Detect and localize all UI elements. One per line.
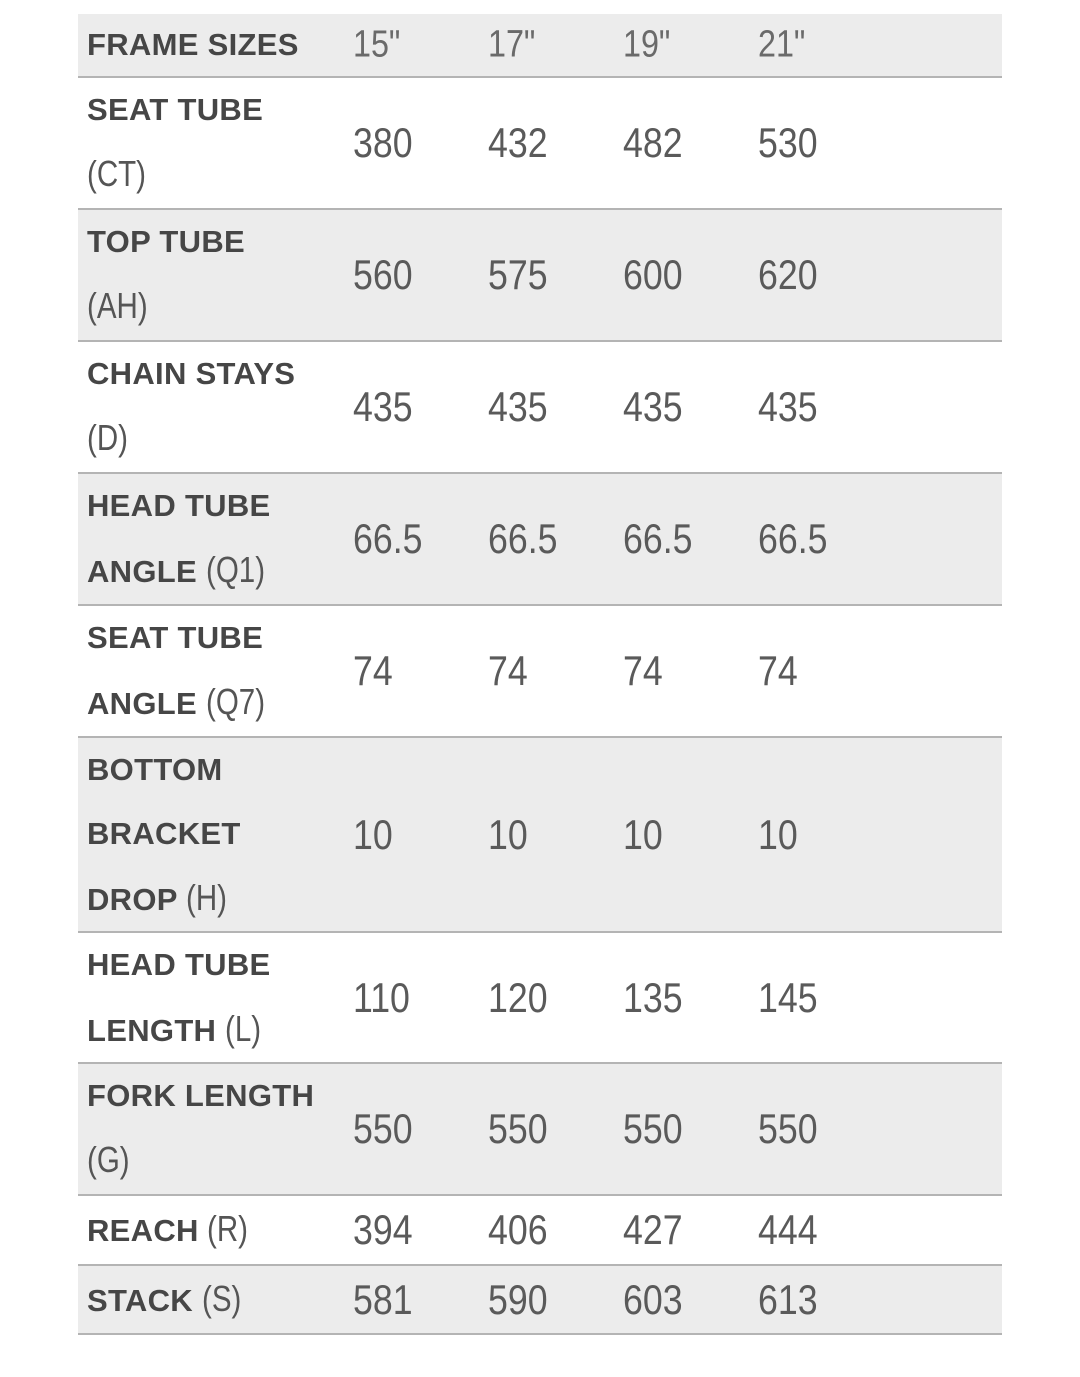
cell-value: 10 <box>488 810 528 858</box>
cell-value: 435 <box>623 383 683 430</box>
header-label-text: FRAME SIZES <box>87 27 299 62</box>
cell-value: 427 <box>623 1206 683 1253</box>
cell-value: 74 <box>353 647 393 694</box>
row-name: BOTTOM BRACKET DROP <box>87 751 241 917</box>
cell-value: 66.5 <box>488 515 558 562</box>
row-code: (R) <box>207 1208 249 1249</box>
row-code: (H) <box>186 876 228 918</box>
cell-value: 394 <box>353 1206 413 1253</box>
cell-value: 66.5 <box>623 515 693 562</box>
row-code: (D) <box>87 417 128 458</box>
row-code: (Q7) <box>205 681 265 722</box>
size-17: 17" <box>488 23 536 66</box>
cell-value: 10 <box>623 810 663 858</box>
header-label: FRAME SIZES <box>87 13 357 77</box>
row-code: (G) <box>87 1139 130 1180</box>
row-name: REACH <box>87 1213 199 1248</box>
cell-value: 435 <box>758 383 818 430</box>
row-label: FORK LENGTH (G) <box>87 1064 357 1194</box>
cell-value: 600 <box>623 251 683 298</box>
row-name: SEAT TUBE ANGLE <box>87 620 264 721</box>
cell-value: 110 <box>353 973 410 1021</box>
cell-value: 66.5 <box>758 515 828 562</box>
row-name: TOP TUBE <box>87 224 246 259</box>
cell-value: 74 <box>758 647 798 694</box>
cell-value: 575 <box>488 251 548 298</box>
size-15: 15" <box>353 23 401 66</box>
frame-geometry-table: FRAME SIZES 15" 17" 19" 21" SEAT TUBE (CT… <box>78 14 1002 1335</box>
cell-value: 590 <box>488 1275 548 1323</box>
cell-value: 620 <box>758 251 818 298</box>
cell-value: 550 <box>353 1105 413 1152</box>
cell-value: 66.5 <box>353 515 423 562</box>
table-row: FORK LENGTH (G) 550 550 550 550 <box>78 1064 1002 1196</box>
row-code: (S) <box>201 1277 241 1319</box>
cell-value: 135 <box>623 973 683 1021</box>
cell-value: 603 <box>623 1275 683 1323</box>
cell-value: 444 <box>758 1206 818 1253</box>
row-label: STACK (S) <box>87 1267 357 1333</box>
row-label: SEAT TUBE (CT) <box>87 78 357 208</box>
row-code: (Q1) <box>205 549 265 590</box>
table-row: SEAT TUBE (CT) 380 432 482 530 <box>78 78 1002 210</box>
row-code: (AH) <box>87 285 148 326</box>
cell-value: 10 <box>353 810 393 858</box>
cell-value: 613 <box>758 1275 818 1323</box>
cell-value: 380 <box>353 119 413 166</box>
table-row: CHAIN STAYS (D) 435 435 435 435 <box>78 342 1002 474</box>
cell-value: 406 <box>488 1206 548 1253</box>
table-row: SEAT TUBE ANGLE (Q7) 74 74 74 74 <box>78 606 1002 738</box>
cell-value: 74 <box>488 647 528 694</box>
table-row: TOP TUBE (AH) 560 575 600 620 <box>78 210 1002 342</box>
cell-value: 550 <box>488 1105 548 1152</box>
cell-value: 120 <box>488 973 548 1021</box>
row-name: STACK <box>87 1282 193 1318</box>
row-label: HEAD TUBE LENGTH (L) <box>87 933 357 1063</box>
table-header-row: FRAME SIZES 15" 17" 19" 21" <box>78 14 1002 78</box>
cell-value: 435 <box>353 383 413 430</box>
row-code: (CT) <box>87 153 147 194</box>
cell-value: 435 <box>488 383 548 430</box>
row-code: (L) <box>224 1007 261 1049</box>
cell-value: 482 <box>623 119 683 166</box>
cell-value: 560 <box>353 251 413 298</box>
row-label: BOTTOM BRACKET DROP (H) <box>87 738 357 932</box>
size-21: 21" <box>758 23 806 66</box>
cell-value: 550 <box>623 1105 683 1152</box>
size-19: 19" <box>623 23 671 66</box>
row-label: CHAIN STAYS (D) <box>87 342 357 472</box>
cell-value: 432 <box>488 119 548 166</box>
table-row: HEAD TUBE ANGLE (Q1) 66.5 66.5 66.5 66.5 <box>78 474 1002 606</box>
row-label: SEAT TUBE ANGLE (Q7) <box>87 606 357 736</box>
row-label: REACH (R) <box>87 1197 357 1263</box>
cell-value: 530 <box>758 119 818 166</box>
table-row: HEAD TUBE LENGTH (L) 110 120 135 145 <box>78 933 1002 1064</box>
row-name: SEAT TUBE <box>87 92 264 127</box>
row-name: FORK LENGTH <box>87 1078 315 1113</box>
cell-value: 550 <box>758 1105 818 1152</box>
row-name: HEAD TUBE ANGLE <box>87 488 271 589</box>
cell-value: 581 <box>353 1275 413 1323</box>
table-row: STACK (S) 581 590 603 613 <box>78 1266 1002 1335</box>
cell-value: 145 <box>758 973 818 1021</box>
table-row: BOTTOM BRACKET DROP (H) 10 10 10 10 <box>78 738 1002 933</box>
row-name: CHAIN STAYS <box>87 356 296 391</box>
cell-value: 74 <box>623 647 663 694</box>
row-name: HEAD TUBE LENGTH <box>87 946 271 1048</box>
cell-value: 10 <box>758 810 798 858</box>
row-label: HEAD TUBE ANGLE (Q1) <box>87 474 357 604</box>
table-row: REACH (R) 394 406 427 444 <box>78 1196 1002 1266</box>
row-label: TOP TUBE (AH) <box>87 210 357 340</box>
